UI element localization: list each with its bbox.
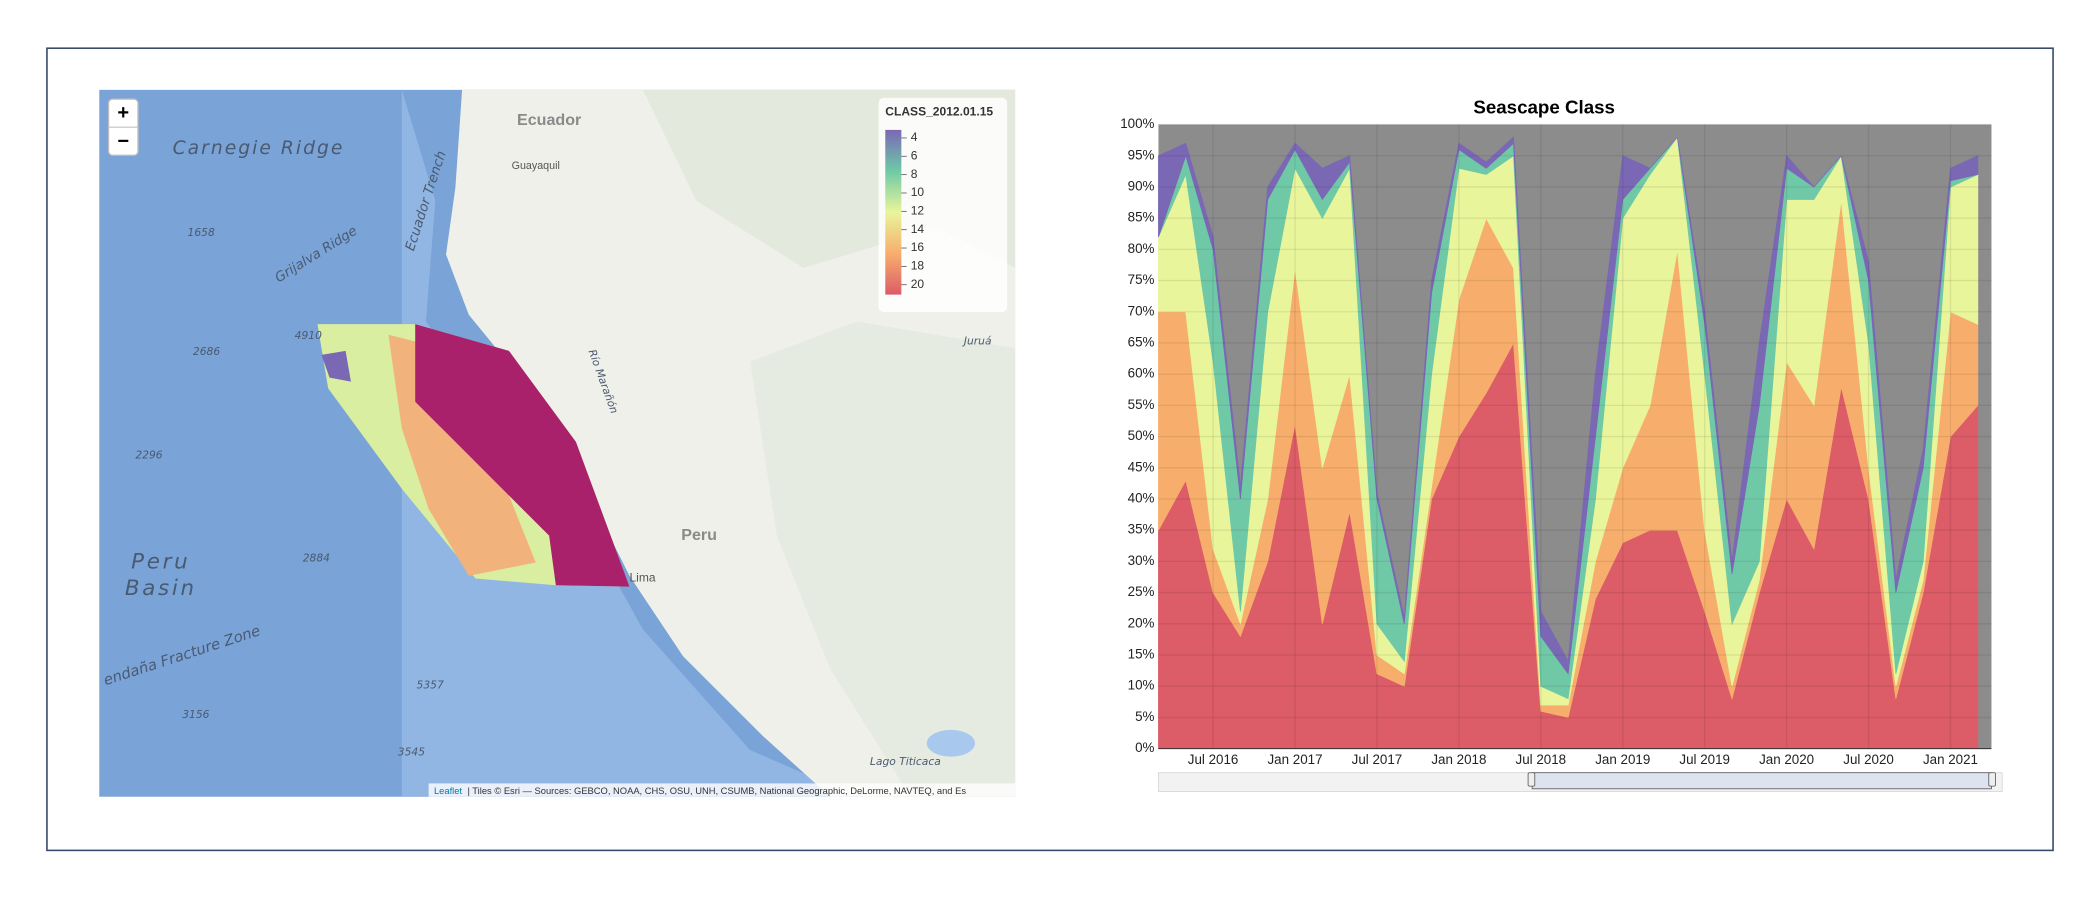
y-tick-label: 55% bbox=[1128, 397, 1155, 412]
y-tick-label: 85% bbox=[1128, 210, 1155, 225]
x-tick-label: Jan 2018 bbox=[1431, 752, 1486, 767]
y-tick-label: 75% bbox=[1128, 272, 1155, 287]
navigator-handle[interactable] bbox=[1527, 772, 1536, 787]
y-tick-label: 35% bbox=[1128, 522, 1155, 537]
depth-label: 2296 bbox=[135, 448, 162, 461]
y-tick-label: 0% bbox=[1135, 740, 1154, 755]
navigator bbox=[1158, 772, 2003, 792]
y-tick-label: 10% bbox=[1128, 678, 1155, 693]
legend-box bbox=[878, 97, 1008, 313]
depth-label: 1658 bbox=[188, 226, 215, 239]
x-tick-label: Jan 2020 bbox=[1759, 752, 1814, 767]
map-label: Juruá bbox=[962, 334, 992, 347]
shelf bbox=[401, 89, 858, 797]
legend-label: 20 bbox=[911, 277, 925, 291]
areas bbox=[1158, 135, 1979, 750]
y-tick-label: 5% bbox=[1135, 709, 1154, 724]
map-label: Peru bbox=[681, 526, 717, 544]
x-tick-label: Jan 2019 bbox=[1595, 752, 1650, 767]
depth-labels: 1658 2686 4910 2296 2884 5357 3156 3545 bbox=[135, 226, 444, 759]
attribution-box bbox=[428, 783, 1016, 797]
navigator-window[interactable] bbox=[1531, 772, 1992, 790]
y-tick-label: 50% bbox=[1128, 428, 1155, 443]
map-label: Lima bbox=[629, 571, 655, 585]
depth-label: 2884 bbox=[303, 551, 330, 564]
map-legend: CLASS_2012.01.15 4 6 8 10 12 14 16 18 20 bbox=[878, 97, 1008, 313]
y-tick-label: 90% bbox=[1128, 178, 1155, 193]
x-tick-label: Jul 2018 bbox=[1516, 752, 1567, 767]
x-tick-label: Jul 2020 bbox=[1843, 752, 1894, 767]
legend-label: 4 bbox=[911, 130, 918, 144]
frame bbox=[46, 47, 2054, 852]
legend-label: 18 bbox=[911, 259, 925, 273]
lake bbox=[926, 729, 976, 757]
y-tick-label: 40% bbox=[1128, 491, 1155, 506]
y-tick-label: 70% bbox=[1128, 303, 1155, 318]
y-tick-label: 25% bbox=[1128, 584, 1155, 599]
zoom-control: + − bbox=[107, 98, 139, 157]
attribution-link[interactable]: Leaflet bbox=[434, 786, 463, 796]
legend-label: 8 bbox=[911, 167, 918, 181]
area bbox=[1158, 136, 1979, 675]
y-tick-label: 60% bbox=[1128, 366, 1155, 381]
x-tick-label: Jan 2021 bbox=[1923, 752, 1978, 767]
legend-title: CLASS_2012.01.15 bbox=[885, 105, 993, 119]
x-tick-label: Jul 2017 bbox=[1352, 752, 1403, 767]
x-tick-label: Jul 2019 bbox=[1679, 752, 1730, 767]
depth-label: 3545 bbox=[398, 746, 425, 759]
zoom-in[interactable]: + bbox=[117, 102, 129, 124]
map-label: Ecuador bbox=[517, 111, 581, 129]
y-tick-label: 45% bbox=[1128, 459, 1155, 474]
class-region bbox=[415, 324, 630, 587]
depth-label: 2686 bbox=[193, 345, 220, 358]
x-tick-label: Jan 2017 bbox=[1268, 752, 1323, 767]
map-label: Guayaquil bbox=[512, 160, 560, 172]
y-tick-label: 80% bbox=[1128, 241, 1155, 256]
legend-ramp bbox=[885, 129, 902, 295]
map: 1658 2686 4910 2296 2884 5357 3156 3545 … bbox=[99, 89, 1016, 797]
depth-label: 5357 bbox=[417, 679, 444, 692]
y-tick-label: 30% bbox=[1128, 553, 1155, 568]
y-tick-label: 65% bbox=[1128, 334, 1155, 349]
class-region bbox=[321, 350, 351, 382]
legend-label: 12 bbox=[911, 204, 925, 218]
chart-title: Seascape Class bbox=[1473, 96, 1615, 117]
map-label: Peru bbox=[131, 549, 190, 574]
y-tick-label: 95% bbox=[1128, 147, 1155, 162]
depth-label: 3156 bbox=[182, 708, 209, 721]
legend-label: 16 bbox=[911, 240, 925, 254]
y-tick-label: 20% bbox=[1128, 615, 1155, 630]
legend-label: 6 bbox=[911, 148, 918, 162]
map-label: Lago Titicaca bbox=[870, 755, 941, 768]
land-shade bbox=[750, 321, 1016, 797]
legend-label: 14 bbox=[911, 222, 925, 236]
y-tick-label: 100% bbox=[1120, 116, 1154, 131]
map-label: Basin bbox=[125, 576, 197, 601]
legend-label: 10 bbox=[911, 185, 925, 199]
navigator-handle[interactable] bbox=[1988, 772, 1996, 787]
map-label: Carnegie Ridge bbox=[173, 138, 345, 159]
axes: 0% 5% 10% 15% 20% 25% 30% 35% 40% 45% 50% 55% 60% 65%… bbox=[1120, 116, 1992, 767]
attribution: | Tiles © Esri — Sources: GEBCO, NOAA, C… bbox=[467, 786, 966, 796]
x-tick-label: Jul 2016 bbox=[1188, 752, 1239, 767]
depth-label: 4910 bbox=[295, 329, 322, 342]
zoom-out[interactable]: − bbox=[117, 130, 129, 152]
y-tick-label: 15% bbox=[1128, 647, 1155, 662]
